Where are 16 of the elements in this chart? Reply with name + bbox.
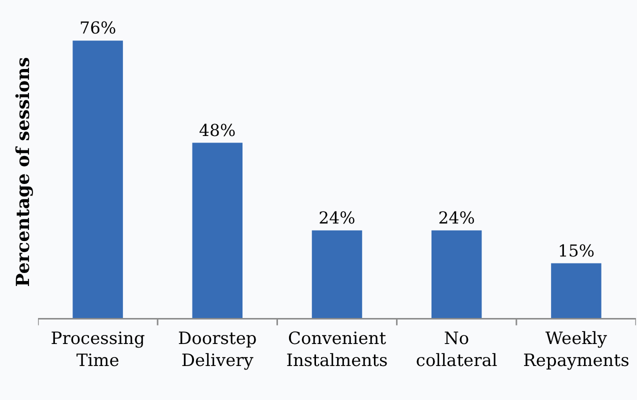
x-tick-label: Weekly Repayments xyxy=(523,328,630,371)
data-label: 48% xyxy=(199,120,236,140)
data-label: 24% xyxy=(318,208,356,228)
data-label: 24% xyxy=(438,208,475,228)
bar xyxy=(551,263,602,318)
bar xyxy=(72,40,123,318)
data-label: 15% xyxy=(558,241,595,260)
x-tick-label: Convenient Instalments xyxy=(286,328,388,371)
bar xyxy=(312,230,362,318)
y-axis-title: Percentage of sessions xyxy=(13,57,34,287)
bar xyxy=(192,142,243,318)
x-tick-label: Doorstep Delivery xyxy=(178,328,257,371)
x-tick-label: No collateral xyxy=(416,328,498,371)
data-label: 76% xyxy=(79,18,116,38)
x-tick-label: Processing Time xyxy=(50,328,145,371)
bar xyxy=(431,230,482,318)
